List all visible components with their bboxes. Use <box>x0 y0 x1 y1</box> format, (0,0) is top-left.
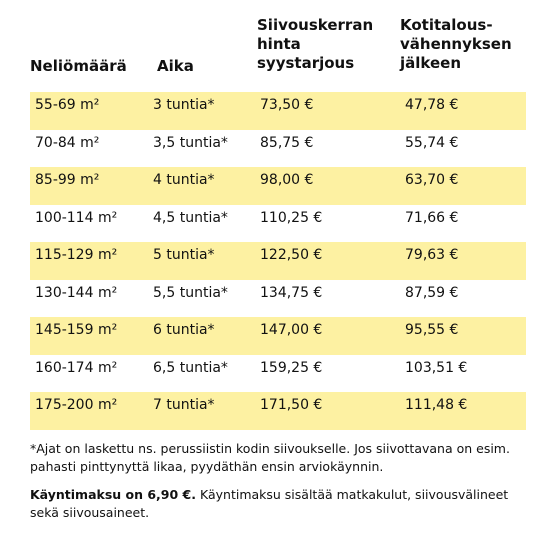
table-cell: 47,78 € <box>405 97 459 113</box>
table-cell: 171,50 € <box>260 397 323 413</box>
table-row: 70-84 m² 3,5 tuntia* 85,75 € 55,74 € <box>30 130 526 168</box>
table-cell: 87,59 € <box>405 284 459 301</box>
header-line: hinta <box>257 35 301 53</box>
table-cell: 134,75 € <box>260 284 323 301</box>
table-cell: 70-84 m² <box>35 134 100 151</box>
table-cell: 7 tuntia* <box>153 397 215 413</box>
table-cell: 130-144 m² <box>35 284 118 301</box>
table-row: 130-144 m² 5,5 tuntia* 134,75 € 87,59 € <box>30 280 526 318</box>
header-area: Neliömäärä <box>30 57 127 76</box>
footnote-text: Käyntimaksu sisältää matkakulut, siivous… <box>30 487 509 520</box>
header-line: syystarjous <box>257 54 355 72</box>
table-cell: 6,5 tuntia* <box>153 359 228 376</box>
table-cell: 55-69 m² <box>35 97 100 113</box>
table-cell: 100-114 m² <box>35 209 118 226</box>
table-cell: 55,74 € <box>405 134 459 151</box>
table-cell: 6 tuntia* <box>153 322 215 338</box>
header-cell: Aika <box>157 57 194 75</box>
table-cell: 73,50 € <box>260 97 314 113</box>
table-cell: 5 tuntia* <box>153 247 215 263</box>
header-line: Siivouskerran <box>257 16 374 34</box>
table-cell: 145-159 m² <box>35 322 118 338</box>
header-line: vähennyksen <box>400 35 512 53</box>
table-cell: 4,5 tuntia* <box>153 209 228 226</box>
footnote: *Ajat on laskettu ns. perussiistin kodin… <box>30 441 510 474</box>
table-row: 160-174 m² 6,5 tuntia* 159,25 € 103,51 € <box>30 355 526 393</box>
table-row: 145-159 m² 6 tuntia* 147,00 € 95,55 € <box>30 317 526 355</box>
table-cell: 110,25 € <box>260 209 323 226</box>
table-row: 55-69 m² 3 tuntia* 73,50 € 47,78 € <box>30 92 526 130</box>
table-cell: 5,5 tuntia* <box>153 284 228 301</box>
table-body: 55-69 m² 3 tuntia* 73,50 € 47,78 € 70-84 m² 3… <box>30 92 526 430</box>
table-row: 115-129 m² 5 tuntia* 122,50 € 79,63 € <box>30 242 526 280</box>
table-cell: 95,55 € <box>405 322 459 338</box>
table-cell: 98,00 € <box>260 172 314 188</box>
table-cell: 85-99 m² <box>35 172 100 188</box>
header-cell: Neliömäärä <box>30 57 127 75</box>
header-line: Kotitalous- <box>400 16 493 34</box>
table-cell: 175-200 m² <box>35 397 118 413</box>
header-time: Aika <box>157 57 194 76</box>
header-price: Siivouskerran hinta syystarjous <box>257 16 373 73</box>
table-cell: 111,48 € <box>405 397 468 413</box>
table-row: 175-200 m² 7 tuntia* 171,50 € 111,48 € <box>30 392 526 430</box>
table-cell: 147,00 € <box>260 322 323 338</box>
table-cell: 85,75 € <box>260 134 314 151</box>
table-cell: 63,70 € <box>405 172 459 188</box>
table-cell: 115-129 m² <box>35 247 118 263</box>
table-cell: 3,5 tuntia* <box>153 134 228 151</box>
header-deduction: Kotitalous- vähennyksen jälkeen <box>400 16 512 73</box>
table-cell: 160-174 m² <box>35 359 118 376</box>
table-cell: 79,63 € <box>405 247 459 263</box>
header-line: jälkeen <box>400 54 462 72</box>
footnote-bold: Käyntimaksu on 6,90 €. <box>30 487 196 502</box>
table-cell: 3 tuntia* <box>153 97 215 113</box>
table-row: 100-114 m² 4,5 tuntia* 110,25 € 71,66 € <box>30 205 526 243</box>
footnote: Käyntimaksu on 6,90 €. Käyntimaksu sisäl… <box>30 486 540 522</box>
table-cell: 159,25 € <box>260 359 323 376</box>
table-cell: 4 tuntia* <box>153 172 215 188</box>
table-cell: 103,51 € <box>405 359 468 376</box>
table-row: 85-99 m² 4 tuntia* 98,00 € 63,70 € <box>30 167 526 205</box>
table-cell: 122,50 € <box>260 247 323 263</box>
table-cell: 71,66 € <box>405 209 459 226</box>
